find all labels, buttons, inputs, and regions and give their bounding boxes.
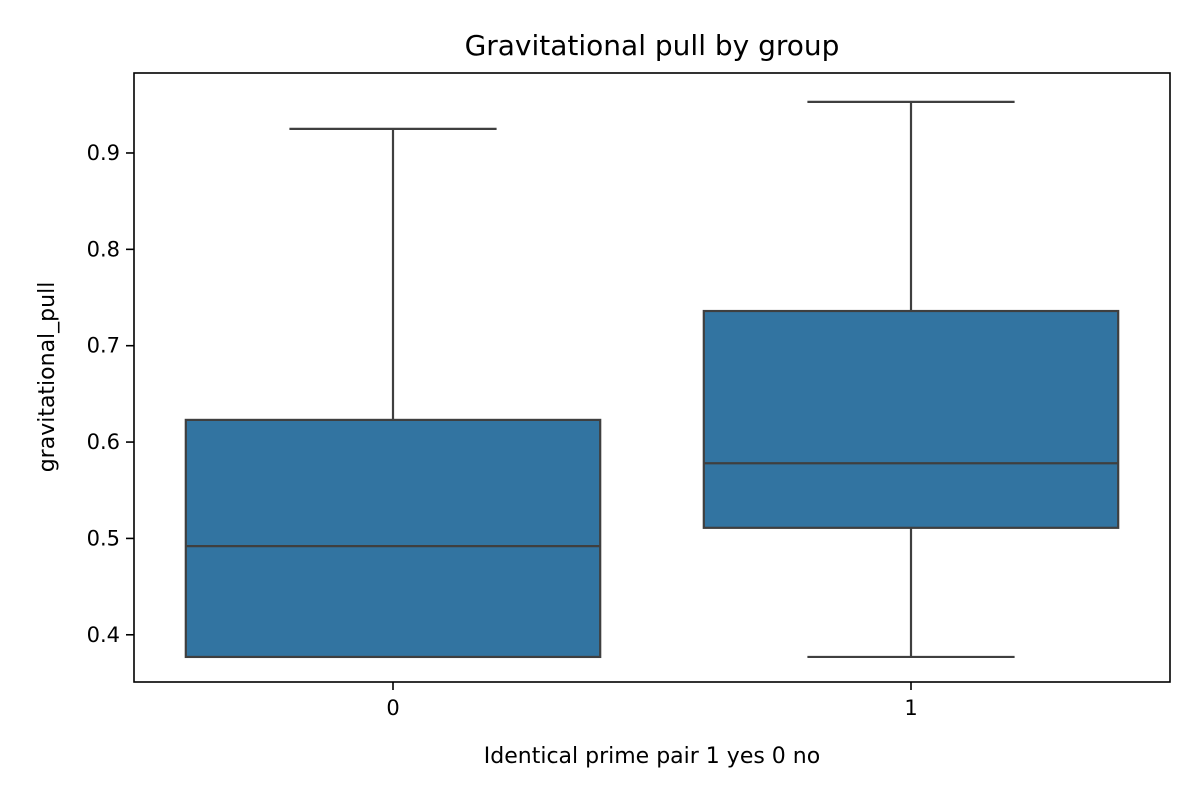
plot-area [184,100,1120,659]
x-axis-label: Identical prime pair 1 yes 0 no [484,744,820,769]
y-axis-label: gravitational_pull [35,282,60,473]
y-tick-label: 0.6 [87,430,120,454]
x-tick-label: 0 [386,696,399,720]
box-group-1 [702,100,1120,659]
chart-title: Gravitational pull by group [465,29,840,62]
y-tick-label: 0.9 [87,141,120,165]
box-group-0 [184,127,602,659]
x-tick-label: 1 [904,696,917,720]
y-tick-label: 0.5 [87,526,120,550]
y-tick-label: 0.4 [87,623,120,647]
iqr-box [702,309,1120,529]
iqr-box [184,418,602,659]
y-tick-label: 0.8 [87,237,120,261]
axes-frame [133,72,1171,683]
axis-ticks: 0.4 0.5 0.6 0.7 0.8 0.9 0 1 [87,141,918,720]
y-tick-label: 0.7 [87,334,120,358]
